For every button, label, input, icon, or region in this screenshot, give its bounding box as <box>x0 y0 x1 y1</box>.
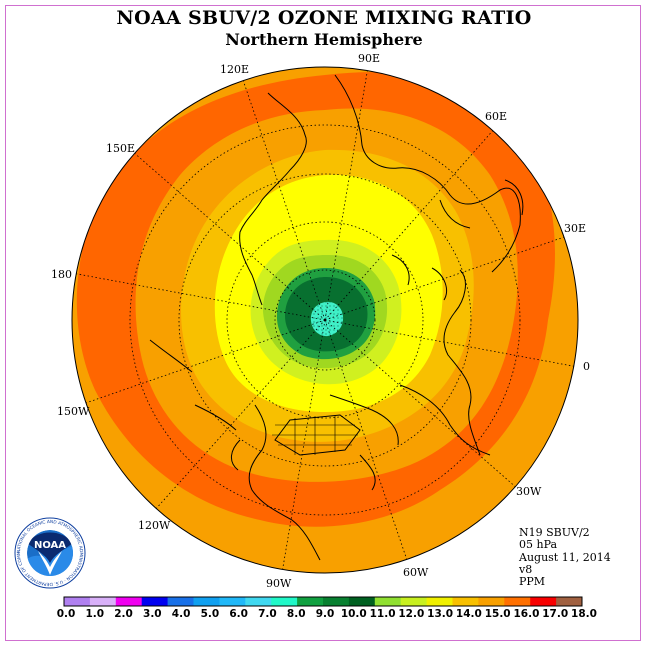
colorbar-outline <box>63 596 583 607</box>
colorbar-tick-label: 2.0 <box>114 608 133 620</box>
colorbar-swatch <box>89 597 117 606</box>
graticule <box>72 67 578 573</box>
colorbar-swatch <box>426 597 453 606</box>
info-unit: PPM <box>519 575 546 589</box>
colorbar-swatch <box>167 597 194 606</box>
ozone-core <box>310 301 344 337</box>
lon-label-60w: 60W <box>403 566 429 579</box>
colorbar-swatch <box>115 597 143 606</box>
colorbar-swatch <box>556 597 583 606</box>
colorbar-swatch <box>323 597 350 606</box>
lon-label-0: 0 <box>583 360 590 373</box>
colorbar-swatch <box>530 597 557 606</box>
colorbar-tick-label: 14.0 <box>456 608 482 620</box>
colorbar-tick-label: 9.0 <box>316 608 335 620</box>
colorbar-tick-label: 5.0 <box>201 608 220 620</box>
colorbar-swatch <box>374 597 402 606</box>
colorbar-tick-label: 0.0 <box>57 608 76 620</box>
colorbar-tick-label: 18.0 <box>571 608 597 620</box>
lon-label-180: 180 <box>51 268 72 281</box>
lon-label-120e: 120E <box>220 63 249 76</box>
colorbar-swatch <box>193 597 220 606</box>
lon-label-90w: 90W <box>266 577 292 590</box>
noaa-logo: NATIONAL OCEANIC AND ATMOSPHERIC ADMINIS… <box>14 517 86 589</box>
colorbar-swatch <box>245 597 272 606</box>
map-boundary <box>71 66 579 574</box>
info-instrument: N19 SBUV/2 <box>519 526 590 539</box>
page-frame <box>5 5 641 641</box>
colorbar-swatch <box>271 597 298 606</box>
info-pressure-level: 05 hPa <box>519 538 558 552</box>
colorbar-tick-label: 11.0 <box>370 608 396 620</box>
colorbar-tick-label: 10.0 <box>341 608 367 620</box>
colorbar-tick-label: 8.0 <box>287 608 306 620</box>
colorbar-swatch <box>297 597 324 606</box>
lon-label-60e: 60E <box>485 110 507 123</box>
coastline-outlines <box>149 74 524 561</box>
lon-label-90e: 90E <box>358 52 380 65</box>
colorbar-tick-label: 16.0 <box>513 608 539 620</box>
lon-label-30e: 30E <box>564 222 586 235</box>
info-date: August 11, 2014 <box>519 550 611 564</box>
colorbar-tick-label: 13.0 <box>427 608 453 620</box>
colorbar-tick-label: 1.0 <box>85 608 104 620</box>
colorbar-swatch <box>478 597 505 606</box>
lon-label-120w: 120W <box>138 519 171 532</box>
colorbar-swatch <box>452 597 479 606</box>
colorbar-tick-label: 4.0 <box>172 608 191 620</box>
colorbar-swatch <box>141 597 168 606</box>
colorbar-tick-label: 6.0 <box>229 608 248 620</box>
colorbar-swatch <box>504 597 531 606</box>
colorbar-swatch <box>64 597 91 606</box>
colorbar-tick-label: 7.0 <box>258 608 277 620</box>
colorbar-tick-label: 3.0 <box>143 608 162 620</box>
map-title: NOAA SBUV/2 OZONE MIXING RATIO <box>116 7 532 29</box>
colorbar-swatch <box>400 597 427 606</box>
lon-label-150e: 150E <box>106 142 135 155</box>
colorbar-swatches <box>64 597 583 606</box>
lon-label-150w: 150W <box>57 405 90 418</box>
info-version: v8 <box>519 562 533 576</box>
colorbar-tick-labels: 0.0 1.0 2.0 3.0 4.0 5.0 6.0 7.0 8.0 9.0 10.0 11.0 12… <box>57 608 597 620</box>
colorbar-tick-label: 15.0 <box>485 608 511 620</box>
colorbar-tick-label: 17.0 <box>542 608 568 620</box>
dataset-info: N19 SBUV/2 05 hPa August 11, 2014 v8 PPM <box>519 526 611 589</box>
colorbar-swatch <box>348 597 376 606</box>
lon-label-30w: 30W <box>516 485 542 498</box>
colorbar-tick-label: 12.0 <box>398 608 424 620</box>
colorbar-swatch <box>219 597 246 606</box>
logo-wordmark: NOAA <box>34 540 66 551</box>
map-subtitle: Northern Hemisphere <box>225 30 423 49</box>
colorbar: 0.0 1.0 2.0 3.0 4.0 5.0 6.0 7.0 8.0 9.0 10.0 11.0 12… <box>57 596 597 620</box>
state-borders <box>272 416 358 455</box>
